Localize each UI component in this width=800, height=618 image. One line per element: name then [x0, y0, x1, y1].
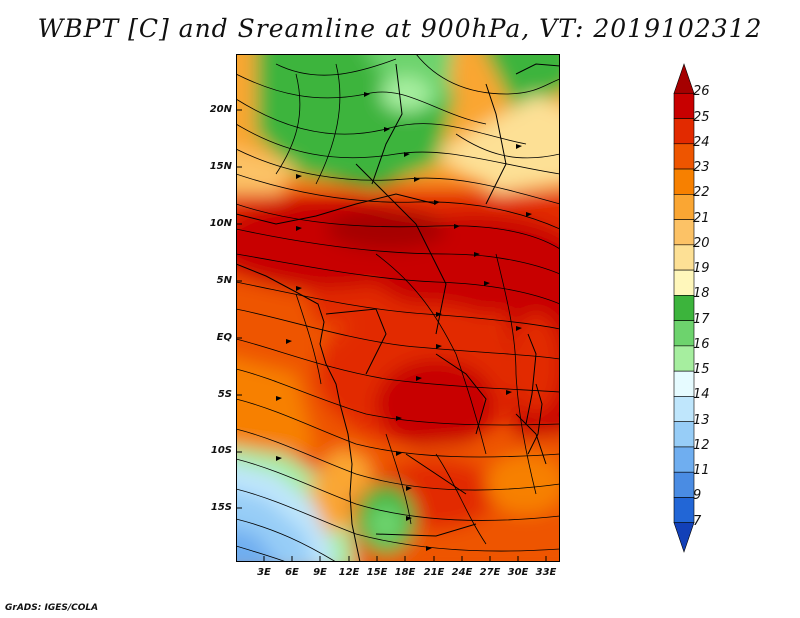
lon-label: 3E	[257, 567, 271, 578]
lon-label: 33E	[535, 567, 557, 578]
colorbar-level-label: 22	[693, 185, 710, 201]
colorbar-swatch	[673, 421, 695, 448]
lon-label: 21E	[423, 567, 445, 578]
lat-label: 10N	[209, 218, 232, 229]
colorbar-level-label: 19	[693, 261, 710, 277]
lon-label: 15E	[366, 567, 388, 578]
colorbar-level-label: 24	[693, 134, 710, 150]
colorbar-level-label: 15	[693, 362, 710, 378]
lon-label: 9E	[313, 567, 327, 578]
lat-label: 15S	[210, 502, 232, 513]
colorbar-level-label: 26	[693, 84, 710, 100]
map-ticks	[236, 109, 547, 562]
colorbar	[673, 63, 695, 553]
wbpt-map	[236, 54, 560, 562]
colorbar-swatch	[673, 244, 695, 271]
colorbar-level-label: 12	[693, 437, 710, 453]
lat-label: EQ	[216, 332, 232, 343]
colorbar-swatch	[673, 295, 695, 321]
streamline-arrows	[276, 92, 532, 551]
colorbar-level-label: 25	[693, 109, 710, 125]
colorbar-swatch	[673, 143, 695, 170]
lat-label: 5N	[216, 275, 232, 286]
colorbar-swatch	[673, 345, 695, 372]
colorbar-level-label: 18	[693, 286, 710, 302]
colorbar-swatch	[673, 269, 695, 296]
lon-label: 12E	[338, 567, 360, 578]
coastline	[236, 63, 560, 562]
grads-credit: GrADS: IGES/COLA	[5, 603, 99, 613]
colorbar-cap-bottom	[673, 522, 695, 553]
colorbar-swatch	[673, 370, 695, 397]
lon-label: 24E	[451, 567, 473, 578]
colorbar-swatch	[673, 320, 695, 347]
colorbar-swatch	[673, 219, 695, 246]
colorbar-swatch	[673, 471, 695, 498]
lat-label: 5S	[217, 389, 232, 400]
lon-label: 6E	[285, 567, 299, 578]
colorbar-level-label: 23	[693, 160, 710, 176]
colorbar-level-label: 17	[693, 311, 710, 327]
colorbar-cap-top	[673, 63, 695, 94]
colorbar-level-label: 7	[693, 513, 702, 529]
colorbar-level-label: 11	[693, 463, 710, 479]
colorbar-swatch	[673, 92, 695, 119]
colorbar-level-label: 14	[693, 387, 710, 403]
map-panel	[236, 54, 560, 562]
lon-label: 30E	[507, 567, 529, 578]
colorbar-swatch	[673, 118, 695, 145]
lat-label: 15N	[209, 161, 232, 172]
colorbar-swatch	[673, 168, 695, 195]
map-frame	[236, 54, 560, 562]
colorbar-swatch	[673, 446, 695, 473]
streamlines	[236, 54, 560, 562]
colorbar-level-label: 13	[693, 412, 710, 428]
colorbar-swatch	[673, 194, 695, 220]
colorbar-swatch	[673, 497, 695, 524]
lat-label: 20N	[209, 104, 232, 115]
lat-label: 10S	[210, 445, 232, 456]
colorbar-level-label: 9	[693, 488, 702, 504]
colorbar-swatch	[673, 396, 695, 422]
map-title: WBPT [C] and Sreamline at 900hPa, VT: 20…	[37, 14, 763, 43]
lon-label: 18E	[394, 567, 416, 578]
colorbar-level-label: 20	[693, 235, 710, 251]
colorbar-level-label: 16	[693, 336, 710, 352]
lon-label: 27E	[479, 567, 501, 578]
wbpt-field	[236, 54, 560, 562]
colorbar-level-label: 21	[693, 210, 710, 226]
